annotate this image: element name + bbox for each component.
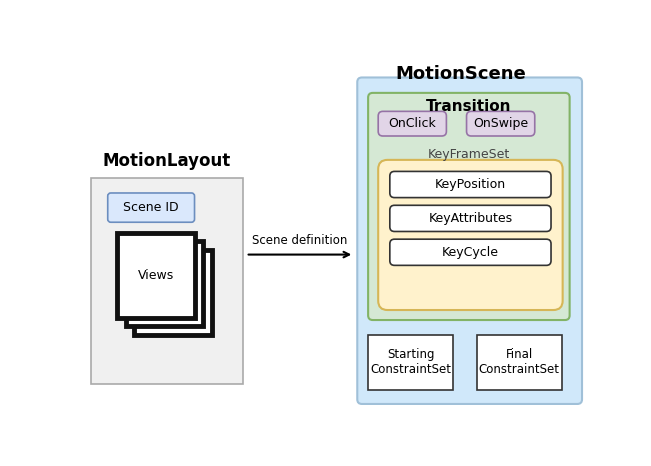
Bar — [126, 241, 203, 326]
Text: Scene ID: Scene ID — [123, 201, 179, 214]
Text: Final
ConstraintSet: Final ConstraintSet — [478, 349, 560, 377]
FancyBboxPatch shape — [390, 206, 551, 232]
Bar — [134, 250, 212, 335]
Bar — [477, 335, 562, 390]
Text: MotionScene: MotionScene — [396, 65, 527, 83]
Text: Views: Views — [137, 269, 174, 282]
Text: Starting
ConstraintSet: Starting ConstraintSet — [370, 349, 451, 377]
FancyBboxPatch shape — [378, 160, 562, 310]
Text: KeyPosition: KeyPosition — [435, 178, 506, 191]
FancyBboxPatch shape — [390, 171, 551, 198]
FancyBboxPatch shape — [368, 93, 570, 320]
Text: Transition: Transition — [426, 99, 512, 114]
FancyBboxPatch shape — [390, 239, 551, 265]
Text: MotionLayout: MotionLayout — [102, 152, 230, 170]
FancyBboxPatch shape — [467, 111, 534, 136]
Text: OnClick: OnClick — [389, 117, 436, 130]
FancyBboxPatch shape — [107, 193, 195, 222]
Bar — [368, 335, 453, 390]
Text: KeyAttributes: KeyAttributes — [428, 212, 512, 225]
FancyBboxPatch shape — [378, 111, 447, 136]
Bar — [117, 233, 195, 318]
Bar — [90, 178, 243, 384]
FancyBboxPatch shape — [357, 77, 582, 404]
Text: OnSwipe: OnSwipe — [473, 117, 528, 130]
Text: Scene definition: Scene definition — [252, 234, 348, 247]
Text: KeyFrameSet: KeyFrameSet — [428, 148, 510, 161]
Text: KeyCycle: KeyCycle — [442, 246, 499, 259]
